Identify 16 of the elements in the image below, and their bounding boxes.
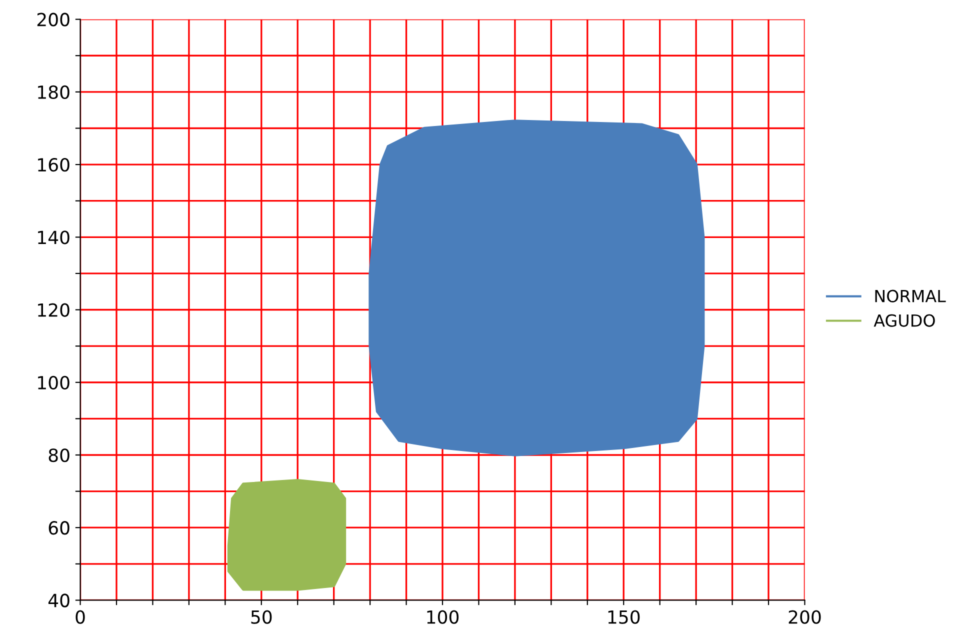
x-tick-label: 150 [608, 610, 640, 624]
y-tick-label: 120 [38, 303, 70, 317]
y-tick-label: 100 [38, 376, 70, 390]
y-tick-label: 60 [48, 521, 70, 535]
legend-label: AGUDO [874, 314, 935, 327]
legend-label: NORMAL [875, 290, 946, 302]
y-tick-label: 160 [38, 158, 70, 172]
x-tick-label: 0 [76, 610, 85, 624]
y-tick-label: 80 [48, 448, 70, 462]
x-tick-label: 200 [788, 610, 821, 624]
y-tick-label: 200 [37, 12, 70, 26]
x-tick-label: 50 [251, 610, 272, 624]
y-tick-label: 40 [48, 594, 70, 608]
y-tick-label: 180 [38, 85, 70, 100]
x-tick-label: 100 [427, 610, 459, 624]
y-tick-label: 140 [38, 230, 70, 244]
